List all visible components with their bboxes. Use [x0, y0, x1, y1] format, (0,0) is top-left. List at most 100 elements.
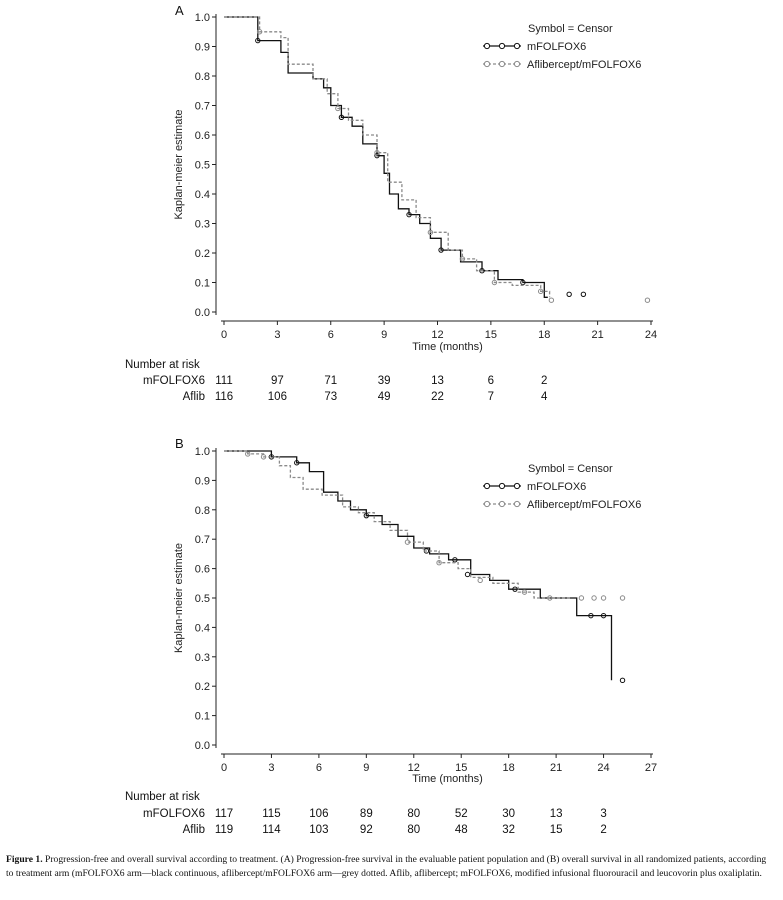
chart-b-series-1-censor-mark: [547, 595, 553, 601]
chart-a-y-tick-label: 0.1: [195, 278, 210, 290]
chart-b-legend-entry-1: Aflibercept/mFOLFOX6: [527, 499, 641, 511]
chart-a-y-tick-label: 0.8: [195, 71, 210, 83]
chart-b-x-axis-label: Time (months): [412, 773, 483, 785]
chart-a-legend-marker-1: [498, 60, 506, 68]
chart-a-series-1-censor-mark: [491, 279, 498, 286]
chart-b-panel-label: B: [175, 436, 184, 451]
chart-a-risk-value: 2: [541, 375, 547, 387]
chart-a-y-tick-label: 0.6: [195, 130, 210, 142]
chart-b-risk-header: Number at risk: [125, 791, 200, 803]
chart-a-x-axis-label: Time (months): [412, 341, 483, 353]
chart-b-risk-value: 92: [360, 824, 373, 836]
chart-b-series-1-censor-mark: [436, 560, 442, 566]
chart-a-y-tick-label: 1.0: [195, 12, 210, 24]
chart-b-risk-value: 80: [407, 808, 420, 820]
chart-a-risk-value: 71: [324, 375, 337, 387]
chart-b-y-tick-label: 0.3: [195, 652, 210, 664]
chart-a-series-1-censor-mark: [335, 105, 341, 112]
chart-b-legend-marker-0: [483, 482, 491, 490]
chart-a-y-axis-label: Kaplan-meier estimate: [173, 109, 185, 219]
chart-b-y-tick-label: 0.0: [195, 740, 210, 752]
chart-b-x-tick-label: 12: [408, 762, 420, 774]
chart-b-risk-row-label: mFOLFOX6: [143, 808, 205, 820]
chart-b-legend-marker-1: [483, 500, 491, 508]
chart-a-legend-marker-0: [513, 42, 521, 50]
chart-b-series-0-censor-mark: [464, 571, 471, 578]
chart-a-legend-entry-1: Aflibercept/mFOLFOX6: [527, 59, 641, 71]
chart-b-risk-value: 2: [600, 824, 606, 836]
chart-b-series-1-censor-mark: [477, 577, 483, 584]
chart-a-x-tick-label: 3: [274, 329, 280, 341]
chart-b-x-tick-label: 15: [455, 762, 467, 774]
chart-a-risk-header: Number at risk: [125, 359, 200, 371]
chart-a-risk-value: 97: [271, 375, 284, 387]
chart-a-x-tick-label: 18: [538, 329, 550, 341]
chart-a-series-1-censor-mark: [548, 297, 555, 303]
chart-b-y-tick-label: 0.4: [195, 622, 210, 634]
chart-b-series-1-censor-mark: [578, 595, 585, 601]
chart-a-legend-marker-0: [483, 42, 491, 50]
chart-a-series-1-line: [224, 16, 551, 298]
chart-a-risk-value: 13: [431, 375, 444, 387]
chart-b-series-1-censor-mark: [591, 595, 597, 601]
chart-a-x-tick-label: 21: [592, 329, 604, 341]
chart-a-risk-value: 111: [215, 375, 232, 387]
chart-a-series-0-censor-mark: [479, 268, 485, 274]
chart-a-risk-value: 106: [268, 391, 287, 403]
chart-b-series-0-censor-mark: [452, 557, 458, 563]
chart-b-x-tick-label: 21: [550, 762, 562, 774]
chart-b-series-0-censor-mark: [363, 512, 370, 519]
chart-b-risk-value: 119: [215, 824, 233, 836]
chart-a-x-tick-label: 6: [328, 329, 334, 341]
chart-b-y-tick-label: 0.2: [195, 681, 210, 693]
chart-a-series-0-censor-mark: [338, 114, 345, 121]
chart-b-risk-value: 30: [502, 808, 515, 820]
chart-b-x-tick-label: 9: [363, 762, 369, 774]
chart-a-y-tick-label: 0.7: [195, 101, 210, 113]
chart-a-y-tick-label: 0.2: [195, 248, 210, 260]
chart-b-x-tick-label: 27: [645, 762, 657, 774]
chart-a-panel-label: A: [175, 3, 184, 18]
chart-a-risk-value: 22: [431, 391, 444, 403]
chart-b-x-tick-label: 6: [316, 762, 322, 774]
chart-a-series-0-censor-mark: [438, 247, 444, 253]
chart-a-risk-row-label: mFOLFOX6: [143, 375, 205, 387]
chart-a-risk-value: 39: [378, 375, 391, 387]
chart-a-y-tick-label: 0.3: [195, 219, 210, 231]
chart-a-risk-value: 4: [541, 391, 548, 403]
chart-b-risk-value: 106: [309, 808, 328, 820]
chart-b-series-1-censor-mark: [619, 595, 626, 601]
chart-a-x-tick-label: 15: [485, 329, 497, 341]
chart-a-series-1-censor-mark: [256, 29, 263, 35]
chart-b-risk-value: 13: [550, 808, 563, 820]
chart-b-legend-entry-0: mFOLFOX6: [527, 481, 586, 493]
chart-b-x-tick-label: 24: [597, 762, 609, 774]
chart-a-risk-value: 116: [215, 391, 233, 403]
chart-b-series-0-censor-mark: [600, 612, 607, 619]
chart-a-x-tick-label: 0: [221, 329, 227, 341]
chart-b-y-tick-label: 0.6: [195, 564, 210, 576]
chart-a-series-1-censor-mark: [537, 288, 544, 295]
chart-a-x-tick-label: 12: [431, 329, 443, 341]
chart-b-series-1-censor-mark: [600, 595, 607, 601]
chart-b-series-1-censor-mark: [245, 451, 251, 457]
chart-a-legend-title: Symbol = Censor: [528, 23, 613, 35]
chart-a-x-tick-label: 24: [645, 329, 657, 341]
chart-b-series-0-censor-mark: [512, 586, 518, 592]
chart-a-risk-value: 7: [488, 391, 494, 403]
chart-a-y-tick-label: 0.0: [195, 307, 210, 319]
chart-b-risk-value: 115: [262, 808, 280, 820]
chart-a-legend-marker-1: [483, 60, 491, 68]
chart-a-risk-row-label: Aflib: [183, 391, 205, 403]
chart-b-series-0-censor-mark: [588, 612, 594, 619]
chart-b-risk-value: 52: [455, 808, 468, 820]
chart-b-risk-value: 32: [502, 824, 515, 836]
chart-a-series-0-censor-mark: [406, 211, 412, 218]
chart-b-series-0-censor-mark: [619, 677, 626, 684]
chart-b-risk-value: 89: [360, 808, 373, 820]
chart-a-y-tick-label: 0.5: [195, 160, 210, 172]
chart-a-series-0-censor-mark: [566, 291, 572, 297]
chart-b-y-tick-label: 0.8: [195, 505, 210, 517]
chart-a-risk-value: 73: [324, 391, 337, 403]
chart-b-legend-title: Symbol = Censor: [528, 463, 613, 475]
